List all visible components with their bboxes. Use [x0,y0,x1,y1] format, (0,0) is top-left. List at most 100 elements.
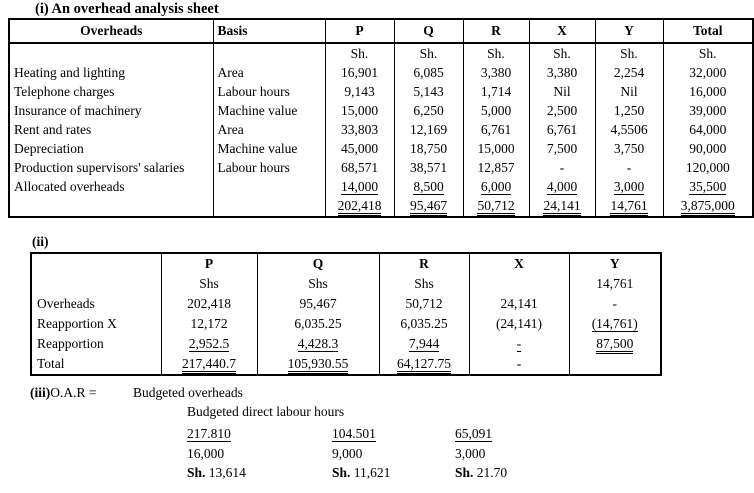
total-value: 50,712 [477,199,515,216]
value-cell: 4,000 [528,177,596,196]
value-cell: (14,761) [568,314,662,334]
basis-cell: Machine value [212,139,326,158]
underlined-value: (14,761) [591,316,638,332]
underlined-value: 104.501 [332,426,376,442]
table-row-reapportion: Reapportion 2,952.5 4,428.3 7,944 - 87,5… [30,334,662,354]
underlined-value: 65,091 [455,426,493,442]
result-value: 11,621 [353,465,391,480]
row-label: Heating and lighting [8,63,214,82]
column-header-p: P [324,19,395,44]
oar-calc-p: 217.810 16,000 Sh. 13,614 [187,424,246,483]
value-cell: 33,803 [324,120,395,139]
formula-numerator: Budgeted overheads [133,385,243,400]
column-header-r: R [378,253,470,274]
value-cell: 6,761 [528,120,596,139]
currency-cell: Shs [160,274,258,294]
empty-cell [8,43,214,63]
empty-cell [212,43,326,63]
value-cell: 202,418 [160,294,258,314]
value-cell: 32,000 [662,63,754,82]
value-cell: 14,000 [324,177,395,196]
basis-cell: Labour hours [212,82,326,101]
value-cell: 6,035.25 [256,314,380,334]
value-cell: - [468,334,570,354]
total-value: 24,141 [543,199,581,216]
table-row-totals: 202,418 95,467 50,712 24,141 14,761 3,87… [8,196,754,217]
underlined-value: 2,952.5 [188,336,230,352]
total-cell: 95,467 [393,196,464,217]
currency-cell: Shs [256,274,380,294]
section-iii-label: (iii) [30,385,51,400]
value-cell: 6,250 [393,101,464,120]
formula-denominator: Budgeted direct labour hours [187,404,345,419]
result-value: 21.70 [476,465,508,480]
value-cell: 12,169 [393,120,464,139]
fraction-denominator: 16,000 [187,445,225,461]
value-cell: 6,085 [393,63,464,82]
column-header-q: Q [393,19,464,44]
value-cell: 18,750 [393,139,464,158]
value-cell: 24,141 [468,294,570,314]
empty-cell [212,196,326,217]
fraction-denominator: 9,000 [332,445,363,461]
row-label: Rent and rates [8,120,214,139]
fraction-numerator: 104.501 [332,424,390,444]
table-row-rent-rates: Rent and rates Area 33,803 12,169 6,761 … [8,120,754,139]
currency-prefix: Sh. [187,465,206,480]
value-cell: 120,000 [662,158,754,177]
table-header-row: Overheads Basis P Q R X Y Total [8,19,754,44]
value-cell: 3,750 [594,139,664,158]
value-cell: 35,500 [662,177,754,196]
column-header-total: Total [662,19,754,44]
value-cell: 38,571 [393,158,464,177]
underlined-value: 217.810 [187,426,231,442]
column-header-y: Y [594,19,664,44]
total-value: 87,500 [596,337,634,354]
reapportionment-table: P Q R X Y Shs Shs Shs 14,761 Overheads 2… [30,252,662,376]
basis-cell: Machine value [212,101,326,120]
value-cell: 6,035.25 [378,314,470,334]
fraction-numerator: 217.810 [187,424,246,444]
subheader-row: Shs Shs Shs 14,761 [30,274,662,294]
fraction-denominator: 3,000 [455,445,486,461]
value-cell: 5,143 [393,82,464,101]
currency-cell: Sh. [324,43,395,63]
table-row-total: Total 217,440.7 105,930.55 64,127.75 - [30,354,662,375]
value-cell: 39,000 [662,101,754,120]
value-cell: 50,712 [378,294,470,314]
table-row-overheads: Overheads 202,418 95,467 50,712 24,141 - [30,294,662,314]
value-cell: 45,000 [324,139,395,158]
value-cell: 3,000 [594,177,664,196]
table-row-supervisors-salaries: Production supervisors' salaries Labour … [8,158,754,177]
table-row-depreciation: Depreciation Machine value 45,000 18,750… [8,139,754,158]
table-row-allocated-overheads: Allocated overheads 14,000 8,500 6,000 4… [8,177,754,196]
table-header-row: P Q R X Y [30,253,662,274]
value-cell: 8,500 [393,177,464,196]
value-cell: - [468,354,570,375]
row-label: Depreciation [8,139,214,158]
value-cell: 3,380 [528,63,596,82]
value-cell: 4,428.3 [256,334,380,354]
row-label: Overheads [30,294,162,314]
column-header-basis: Basis [212,19,326,44]
total-value: 3,875,000 [680,199,735,216]
currency-prefix: Sh. [455,465,474,480]
total-value: 105,930.55 [287,357,349,374]
column-header-y: Y [568,253,662,274]
value-cell: 15,000 [462,139,530,158]
value-cell: 2,952.5 [160,334,258,354]
underlined-value: 4,428.3 [297,336,339,352]
value-cell: 2,254 [594,63,664,82]
column-header-q: Q [256,253,380,274]
oar-equals: O.A.R = [50,385,97,400]
column-header-x: X [468,253,570,274]
currency-cell: Sh. [594,43,664,63]
value-cell: 14,761 [568,274,662,294]
table-row-insurance-machinery: Insurance of machinery Machine value 15,… [8,101,754,120]
value-cell: - [594,158,664,177]
value-cell: - [528,158,596,177]
value-cell: 7,500 [528,139,596,158]
total-cell: 217,440.7 [160,354,258,375]
currency-cell: Sh. [528,43,596,63]
